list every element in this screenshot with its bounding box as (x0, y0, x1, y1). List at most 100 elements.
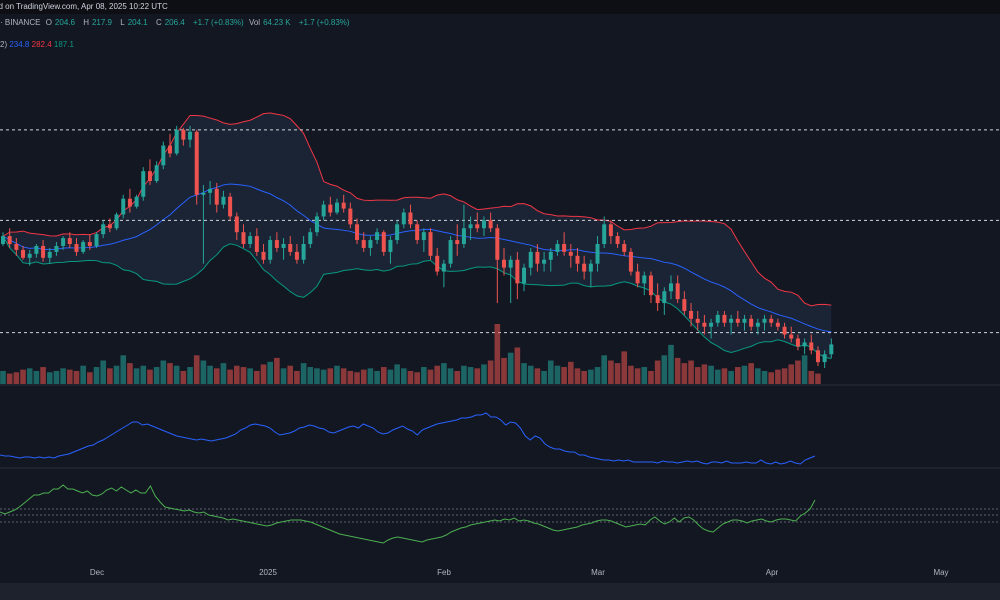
candle-body (448, 240, 453, 264)
candle-body (421, 232, 426, 241)
legend-volume: Vol 64.23 K (248, 18, 291, 27)
candle (274, 232, 279, 252)
candle (21, 245, 26, 260)
candle-body (67, 238, 72, 244)
candle-body (775, 322, 780, 327)
legend-source: · BINANCE (0, 18, 41, 27)
candle-body (168, 145, 172, 154)
candle-body (261, 251, 266, 260)
candle (54, 242, 59, 256)
candle (588, 259, 593, 288)
candle-body (528, 251, 533, 268)
candle (795, 334, 800, 351)
candle-body (749, 318, 754, 327)
volume-bar (93, 367, 100, 384)
volume-bar (588, 369, 594, 384)
candle (809, 334, 814, 355)
candle (348, 202, 353, 229)
x-label-dec: Dec (89, 568, 105, 577)
volume-bar (614, 363, 621, 384)
candle-body (809, 342, 814, 351)
volume-bar (320, 369, 327, 384)
candle-body (669, 283, 673, 292)
candle (555, 240, 560, 256)
candle (27, 249, 32, 266)
candle-body (709, 322, 714, 327)
candle-body (381, 232, 386, 252)
volume-bar (380, 367, 387, 384)
candle (261, 244, 266, 264)
candle-body (221, 196, 226, 205)
candle (441, 259, 446, 288)
legend-vol-change: +1.7 (+0.83%) (298, 18, 350, 27)
candle (81, 240, 86, 254)
candle-body (575, 255, 580, 264)
candle-body (468, 224, 473, 229)
volume-bar (581, 370, 587, 384)
volume-bar (681, 363, 688, 384)
candle (174, 125, 179, 156)
candle-body (675, 283, 680, 300)
candle-body (742, 318, 747, 323)
candle (755, 318, 760, 335)
volume-bar (53, 370, 60, 384)
candle (662, 287, 667, 315)
candle (702, 314, 707, 335)
candle-body (321, 204, 326, 217)
volume-bar (220, 363, 227, 384)
volume-bar (561, 367, 567, 384)
volume-bar (113, 365, 120, 384)
candle-body (555, 244, 560, 252)
candle (669, 275, 673, 300)
candle-body (755, 322, 760, 327)
candle (188, 125, 193, 148)
candle-body (702, 322, 707, 327)
volume-bar (387, 369, 394, 384)
volume-bar (808, 370, 815, 384)
candle (234, 212, 239, 241)
volume-bar (668, 344, 674, 384)
time-axis: Dec 2025 Feb Mar Apr May (0, 566, 1000, 580)
bottom-toolbar (0, 583, 1000, 600)
candle (635, 263, 640, 288)
volume-bar (0, 370, 6, 384)
candle-body (114, 214, 119, 229)
candle-body (762, 318, 767, 323)
volume-bar (507, 352, 514, 384)
volume-bar (788, 364, 795, 384)
candle (254, 228, 259, 256)
volume-bar (721, 368, 728, 384)
volume-bar (574, 368, 581, 384)
volume-bar (213, 368, 220, 384)
x-label-mar: Mar (591, 568, 605, 577)
candle (61, 236, 66, 250)
candle (14, 238, 19, 256)
legend-close: C 206.4 (155, 18, 185, 27)
candle (655, 283, 660, 311)
candle-body (415, 224, 420, 241)
candle-body (588, 263, 593, 272)
volume-bar (193, 355, 200, 384)
volume-bar (274, 357, 280, 384)
volume-bar (481, 364, 487, 384)
candle-body (461, 228, 466, 244)
candle-body (729, 318, 734, 323)
candle (461, 204, 466, 248)
candle (622, 240, 627, 256)
volume-bar (501, 357, 507, 384)
price-chart[interactable] (0, 0, 1000, 583)
candle-body (608, 224, 613, 237)
candle (675, 275, 680, 304)
candle (368, 236, 373, 256)
volume-bar (628, 365, 634, 384)
candle (361, 232, 366, 252)
volume-bar (167, 363, 173, 384)
volume-bar (514, 347, 521, 384)
candle-body (21, 249, 26, 258)
candle (775, 318, 780, 331)
candle-body (582, 263, 587, 272)
volume-bar (394, 364, 400, 384)
candle (395, 220, 400, 244)
candle-body (348, 208, 353, 225)
volume-bar (260, 364, 267, 384)
